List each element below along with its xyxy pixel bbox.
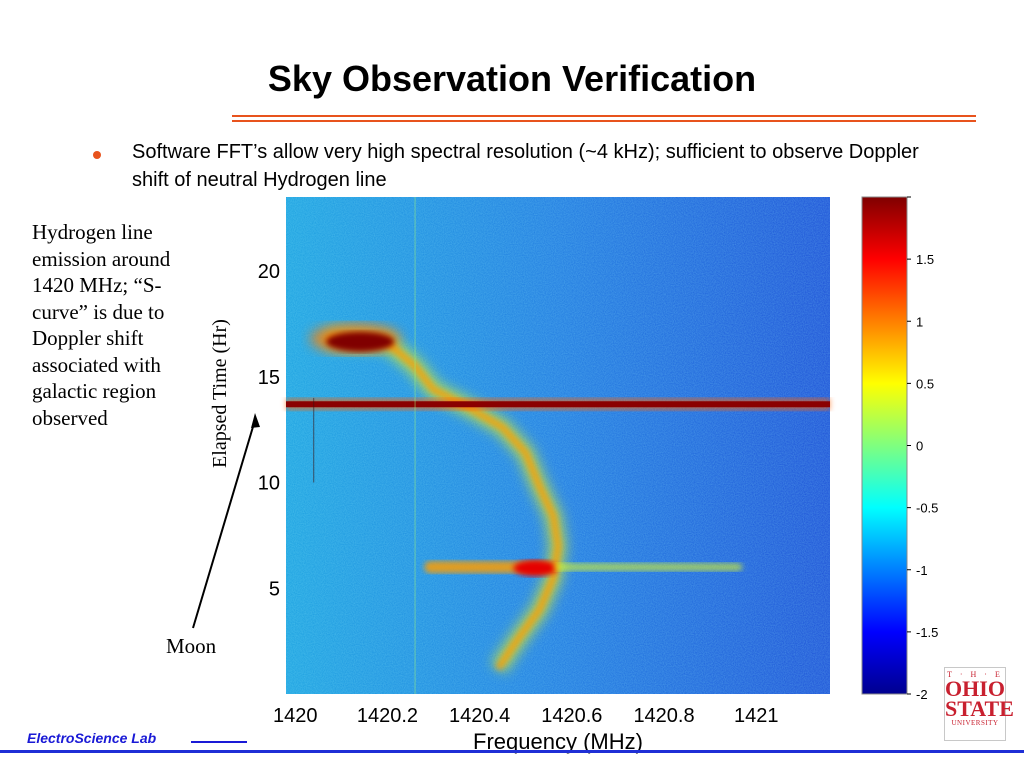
x-tick-label: 1420.2 xyxy=(357,705,418,727)
x-tick-label: 1420.8 xyxy=(633,705,694,727)
bottom-bar xyxy=(0,750,1024,753)
logo-university: UNIVERSITY xyxy=(951,719,999,727)
colorbar-tick-label: 1 xyxy=(916,314,923,329)
faint-streak xyxy=(553,563,743,572)
x-axis-label: Frequency (MHz) xyxy=(473,729,643,754)
logo-ohio: OHIO xyxy=(945,676,1005,701)
logo-state: STATE xyxy=(945,696,1014,721)
colorbar-ticks: 1.5 1 0.5 0 -0.5 -1 -1.5 -2 xyxy=(907,196,938,702)
y-tick-label: 5 xyxy=(269,578,280,600)
footer-underline xyxy=(191,741,247,743)
moon-band xyxy=(286,401,830,408)
title-divider xyxy=(232,115,976,117)
logo-the: T · H · E xyxy=(947,670,1003,679)
colorbar xyxy=(861,196,908,695)
title-divider-2 xyxy=(232,120,976,122)
y-tick-label: 15 xyxy=(258,367,280,389)
y-tick-label: 10 xyxy=(258,473,280,495)
hydrogen-peak-blob xyxy=(326,331,395,352)
colorbar-tick-label: -2 xyxy=(916,687,928,702)
colorbar-tick-label: -1 xyxy=(916,563,928,578)
colorbar-tick-label: -1.5 xyxy=(916,625,938,640)
x-tick-label: 1420.6 xyxy=(541,705,602,727)
y-tick-label: 20 xyxy=(258,261,280,283)
y-axis: 5 10 15 20 xyxy=(258,261,280,600)
x-tick-label: 1420 xyxy=(273,705,318,727)
heatmap-features xyxy=(286,197,830,694)
moon-label: Moon xyxy=(166,634,217,658)
bullet-icon xyxy=(93,151,101,159)
colorbar-tick-label: 0 xyxy=(916,439,923,454)
bullet-text: Software FFT’s allow very high spectral … xyxy=(132,141,919,191)
slide-title: Sky Observation Verification xyxy=(267,58,757,99)
streak-peak xyxy=(513,560,558,577)
s-curve xyxy=(327,335,562,671)
colorbar-tick-label: 0.5 xyxy=(916,376,934,391)
x-tick-label: 1420.4 xyxy=(449,705,510,727)
x-tick-label: 1421 xyxy=(734,705,779,727)
osu-logo: T · H · E OHIO STATE UNIVERSITY xyxy=(944,667,1014,741)
footer-lab-name: ElectroScience Lab xyxy=(27,730,157,746)
hydrogen-note: Hydrogen line emission around 1420 MHz; … xyxy=(32,220,171,430)
colorbar-tick-label: 1.5 xyxy=(916,252,934,267)
colorbar-tick-label: -0.5 xyxy=(916,501,938,516)
plot-noise xyxy=(286,197,830,694)
x-axis: 1420 1420.2 1420.4 1420.6 1420.8 1421 xyxy=(273,705,779,727)
y-axis-label: Elapsed Time (Hr) xyxy=(209,319,231,468)
moon-arrow xyxy=(192,413,260,629)
